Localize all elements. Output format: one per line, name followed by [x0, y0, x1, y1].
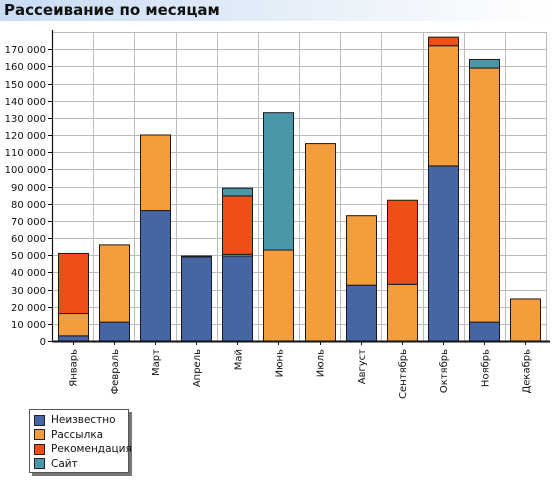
chart-header: Рассеивание по месяцам [0, 0, 553, 21]
bar-segment [346, 215, 377, 286]
y-tick-label: 10 000 [11, 320, 46, 331]
x-tick-label: Июль [316, 349, 327, 377]
bar-segment [428, 45, 459, 167]
legend-label: Рассылка [51, 428, 104, 441]
bar-segment [99, 244, 130, 323]
x-tick-label: Август [357, 349, 368, 384]
y-tick-label: 70 000 [11, 217, 46, 228]
y-tick-label: 30 000 [11, 286, 46, 297]
y-tick-label: 60 000 [11, 234, 46, 245]
y-tick-label: 160 000 [5, 62, 46, 73]
legend-swatch [34, 429, 45, 441]
x-tick-label: Октябрь [439, 349, 450, 393]
x-tick-label: Март [151, 349, 162, 376]
x-tick-label: Июнь [274, 349, 285, 377]
bar-segment [263, 249, 294, 342]
bar-segment [140, 210, 171, 342]
y-tick-label: 170 000 [5, 45, 46, 56]
x-tick-label: Сентябрь [398, 349, 409, 399]
bar-segment [222, 187, 253, 197]
x-tick-label: Январь [69, 349, 80, 387]
bar-segment [510, 298, 541, 342]
bar-segment [387, 283, 418, 342]
chart-title: Рассеивание по месяцам [4, 1, 220, 19]
bar-segment [140, 134, 171, 212]
bar-segment [99, 321, 130, 342]
x-tick-labels: Январь Февраль Март Апрель Май Июнь Июль Август… [69, 349, 533, 399]
axes [48, 30, 550, 345]
bar-segment [181, 256, 212, 342]
bar-segment [428, 36, 459, 47]
bar-segment [181, 255, 212, 258]
bar-segment [346, 284, 377, 342]
legend-label: Сайт [51, 457, 78, 470]
legend-label: Неизвестно [51, 414, 116, 427]
bar-segment [222, 255, 253, 342]
bar-segment [428, 165, 459, 342]
y-tick-label: 90 000 [11, 183, 46, 194]
legend-item: Рассылка [34, 428, 128, 443]
bar-segment [58, 252, 89, 315]
y-tick-label: 130 000 [5, 114, 46, 125]
bar-segment [305, 143, 336, 342]
bar-segment [469, 58, 500, 69]
legend-swatch [34, 414, 45, 426]
bar-segment [469, 321, 500, 342]
legend-item: Рекомендация [34, 442, 132, 457]
y-tick-label: 50 000 [11, 251, 46, 262]
legend-item: Неизвестно [34, 413, 128, 428]
y-tick-label: 20 000 [11, 303, 46, 314]
y-tick-label: 0 [40, 337, 46, 348]
y-tick-label: 110 000 [5, 148, 46, 159]
x-tick-label: Май [233, 349, 244, 370]
x-tick-label: Апрель [192, 349, 203, 387]
x-tick-label: Февраль [110, 349, 121, 395]
x-tick-label: Ноябрь [480, 349, 491, 387]
y-tick-label: 40 000 [11, 268, 46, 279]
bar-segment [222, 195, 253, 255]
y-tick-label: 150 000 [5, 80, 46, 91]
bar-segment [263, 112, 294, 251]
bars [58, 36, 541, 342]
legend-item: Сайт [34, 457, 128, 472]
bar-segment [387, 199, 418, 285]
legend-label: Рекомендация [51, 443, 132, 456]
y-tick-label: 80 000 [11, 200, 46, 211]
y-tick-label: 140 000 [5, 97, 46, 108]
y-tick-label: 100 000 [5, 165, 46, 176]
legend: Неизвестно Рассылка Рекомендация Сайт [29, 409, 132, 473]
legend-swatch [34, 443, 45, 455]
y-tick-labels: 0 10 000 20 000 30 000 40 000 50 000 60 000 70 … [5, 45, 46, 348]
bar-segment [58, 313, 89, 337]
grid [52, 32, 547, 341]
y-tick-label: 120 000 [5, 131, 46, 142]
bar-segment [58, 335, 89, 342]
legend-swatch [34, 458, 45, 470]
bar-segment [469, 67, 500, 323]
x-tick-label: Декабрь [521, 349, 532, 394]
